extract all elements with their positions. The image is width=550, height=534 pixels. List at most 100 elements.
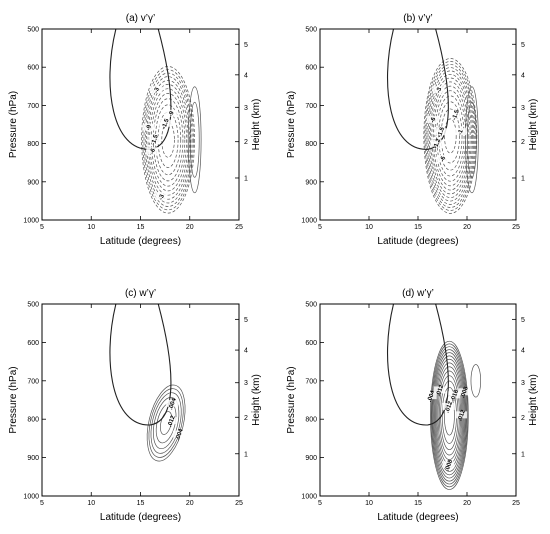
contour-label: -1.5 bbox=[161, 118, 170, 130]
y-tick-label: 800 bbox=[27, 417, 39, 424]
y-tick-label: 1000 bbox=[23, 218, 39, 225]
y2-axis-title: Height (km) bbox=[251, 99, 262, 151]
jet-contour bbox=[109, 304, 172, 426]
contour-label: -6 bbox=[430, 116, 438, 124]
plot-frame bbox=[319, 303, 517, 497]
contour-line bbox=[430, 340, 469, 490]
plot-frame bbox=[319, 28, 517, 221]
contour-label: -1.5 bbox=[437, 126, 446, 138]
y-tick-label: 1000 bbox=[301, 218, 317, 225]
y-tick-label: 1000 bbox=[301, 494, 317, 501]
y-tick-label: 700 bbox=[305, 378, 317, 385]
contour-line bbox=[141, 66, 195, 214]
contour-label: -1.5 bbox=[452, 109, 461, 121]
y-tick-label: 500 bbox=[305, 302, 317, 309]
plot-frame bbox=[41, 28, 240, 221]
contour-label: -1.2 bbox=[433, 137, 442, 149]
contour-line bbox=[142, 69, 194, 211]
x-tick-label: 20 bbox=[463, 224, 471, 231]
y-tick-label: 900 bbox=[305, 179, 317, 186]
contour-line bbox=[150, 93, 186, 187]
y-tick-label: 900 bbox=[27, 455, 39, 462]
contour-label: .004 bbox=[175, 428, 185, 442]
contour-line bbox=[146, 79, 190, 200]
contour-label: -6 bbox=[150, 147, 158, 155]
y-tick-label: 800 bbox=[305, 141, 317, 148]
x-tick-label: 20 bbox=[463, 500, 471, 507]
contour-line bbox=[470, 364, 482, 398]
panel-0: -3-9-1.5-9-1.5-6-35 10 15 20 255006007008009… bbox=[8, 13, 262, 247]
y2-axis-title: Height (km) bbox=[251, 374, 262, 426]
y-tick-label: 800 bbox=[27, 141, 39, 148]
contour-line bbox=[467, 101, 477, 178]
y2-tick-label: 3 bbox=[521, 380, 525, 387]
contour-line bbox=[152, 397, 180, 450]
y-axis-title: Pressure (hPa) bbox=[8, 91, 19, 158]
contour-line bbox=[189, 101, 200, 178]
contour-line bbox=[436, 95, 465, 177]
contour-line bbox=[430, 77, 471, 195]
y-axis-title: Pressure (hPa) bbox=[286, 91, 297, 158]
x-tick-label: 20 bbox=[186, 500, 194, 507]
x-tick-label: 20 bbox=[186, 224, 194, 231]
y-tick-label: 600 bbox=[27, 340, 39, 347]
x-tick-label: 15 bbox=[414, 500, 422, 507]
y-tick-label: 500 bbox=[27, 302, 39, 309]
contour-label: .012 bbox=[445, 400, 455, 414]
y2-tick-label: 2 bbox=[244, 139, 248, 146]
contour-set bbox=[146, 384, 186, 462]
y2-tick-label: 3 bbox=[244, 380, 248, 387]
x-tick-label: 25 bbox=[512, 500, 520, 507]
y-tick-label: 1000 bbox=[23, 494, 39, 501]
plot-frame bbox=[41, 303, 240, 497]
contour-line bbox=[425, 64, 476, 208]
x-tick-label: 5 bbox=[318, 224, 322, 231]
contour-label: .004 bbox=[168, 397, 178, 411]
y-axis-title: Pressure (hPa) bbox=[286, 366, 297, 433]
y-tick-label: 900 bbox=[27, 179, 39, 186]
contour-label: -1 bbox=[457, 128, 465, 136]
x-tick-label: 5 bbox=[318, 500, 322, 507]
contour-label: -6 bbox=[440, 155, 448, 163]
y-tick-label: 800 bbox=[305, 417, 317, 424]
y2-axis-title: Height (km) bbox=[528, 99, 539, 151]
x-tick-label: 10 bbox=[87, 224, 95, 231]
y2-tick-label: 1 bbox=[521, 451, 525, 458]
contour-label: .008 bbox=[445, 458, 455, 472]
x-tick-label: 10 bbox=[365, 224, 373, 231]
contour-line bbox=[440, 108, 460, 164]
y2-tick-label: 5 bbox=[521, 42, 525, 49]
panel-title: (c) w’γ’ bbox=[125, 288, 156, 299]
y-tick-label: 600 bbox=[305, 65, 317, 72]
jet-contour bbox=[387, 29, 449, 150]
contour-line bbox=[150, 392, 182, 454]
y2-tick-label: 5 bbox=[244, 42, 248, 49]
y-tick-label: 600 bbox=[27, 65, 39, 72]
contour-label: .008 bbox=[460, 386, 470, 400]
y-tick-label: 700 bbox=[305, 103, 317, 110]
contour-line bbox=[444, 118, 457, 154]
x-tick-label: 25 bbox=[512, 224, 520, 231]
y-tick-label: 500 bbox=[27, 27, 39, 34]
panel-title: (a) v’γ’ bbox=[126, 13, 155, 24]
y2-tick-label: 3 bbox=[521, 105, 525, 112]
x-tick-label: 10 bbox=[365, 500, 373, 507]
contour-line bbox=[428, 73, 472, 198]
contour-line bbox=[430, 343, 468, 488]
y-tick-label: 700 bbox=[27, 103, 39, 110]
contour-label: .012 bbox=[167, 414, 177, 428]
x-tick-label: 5 bbox=[40, 224, 44, 231]
jet-contour bbox=[387, 304, 449, 426]
x-axis-title: Latitude (degrees) bbox=[100, 236, 181, 247]
y2-tick-label: 2 bbox=[521, 139, 525, 146]
y2-tick-label: 5 bbox=[244, 317, 248, 324]
y-tick-label: 600 bbox=[305, 340, 317, 347]
contour-label: -3 bbox=[153, 86, 161, 94]
contour-line bbox=[423, 58, 478, 214]
panel-title: (d) w’γ’ bbox=[402, 288, 434, 299]
contour-set bbox=[141, 66, 202, 214]
panel-1: -3-1.5-6-1.5-1.2-1-65 10 15 20 2550060070080… bbox=[286, 13, 539, 247]
x-axis-title: Latitude (degrees) bbox=[377, 236, 458, 247]
contour-line bbox=[146, 384, 186, 462]
contour-label: -9 bbox=[146, 124, 154, 132]
